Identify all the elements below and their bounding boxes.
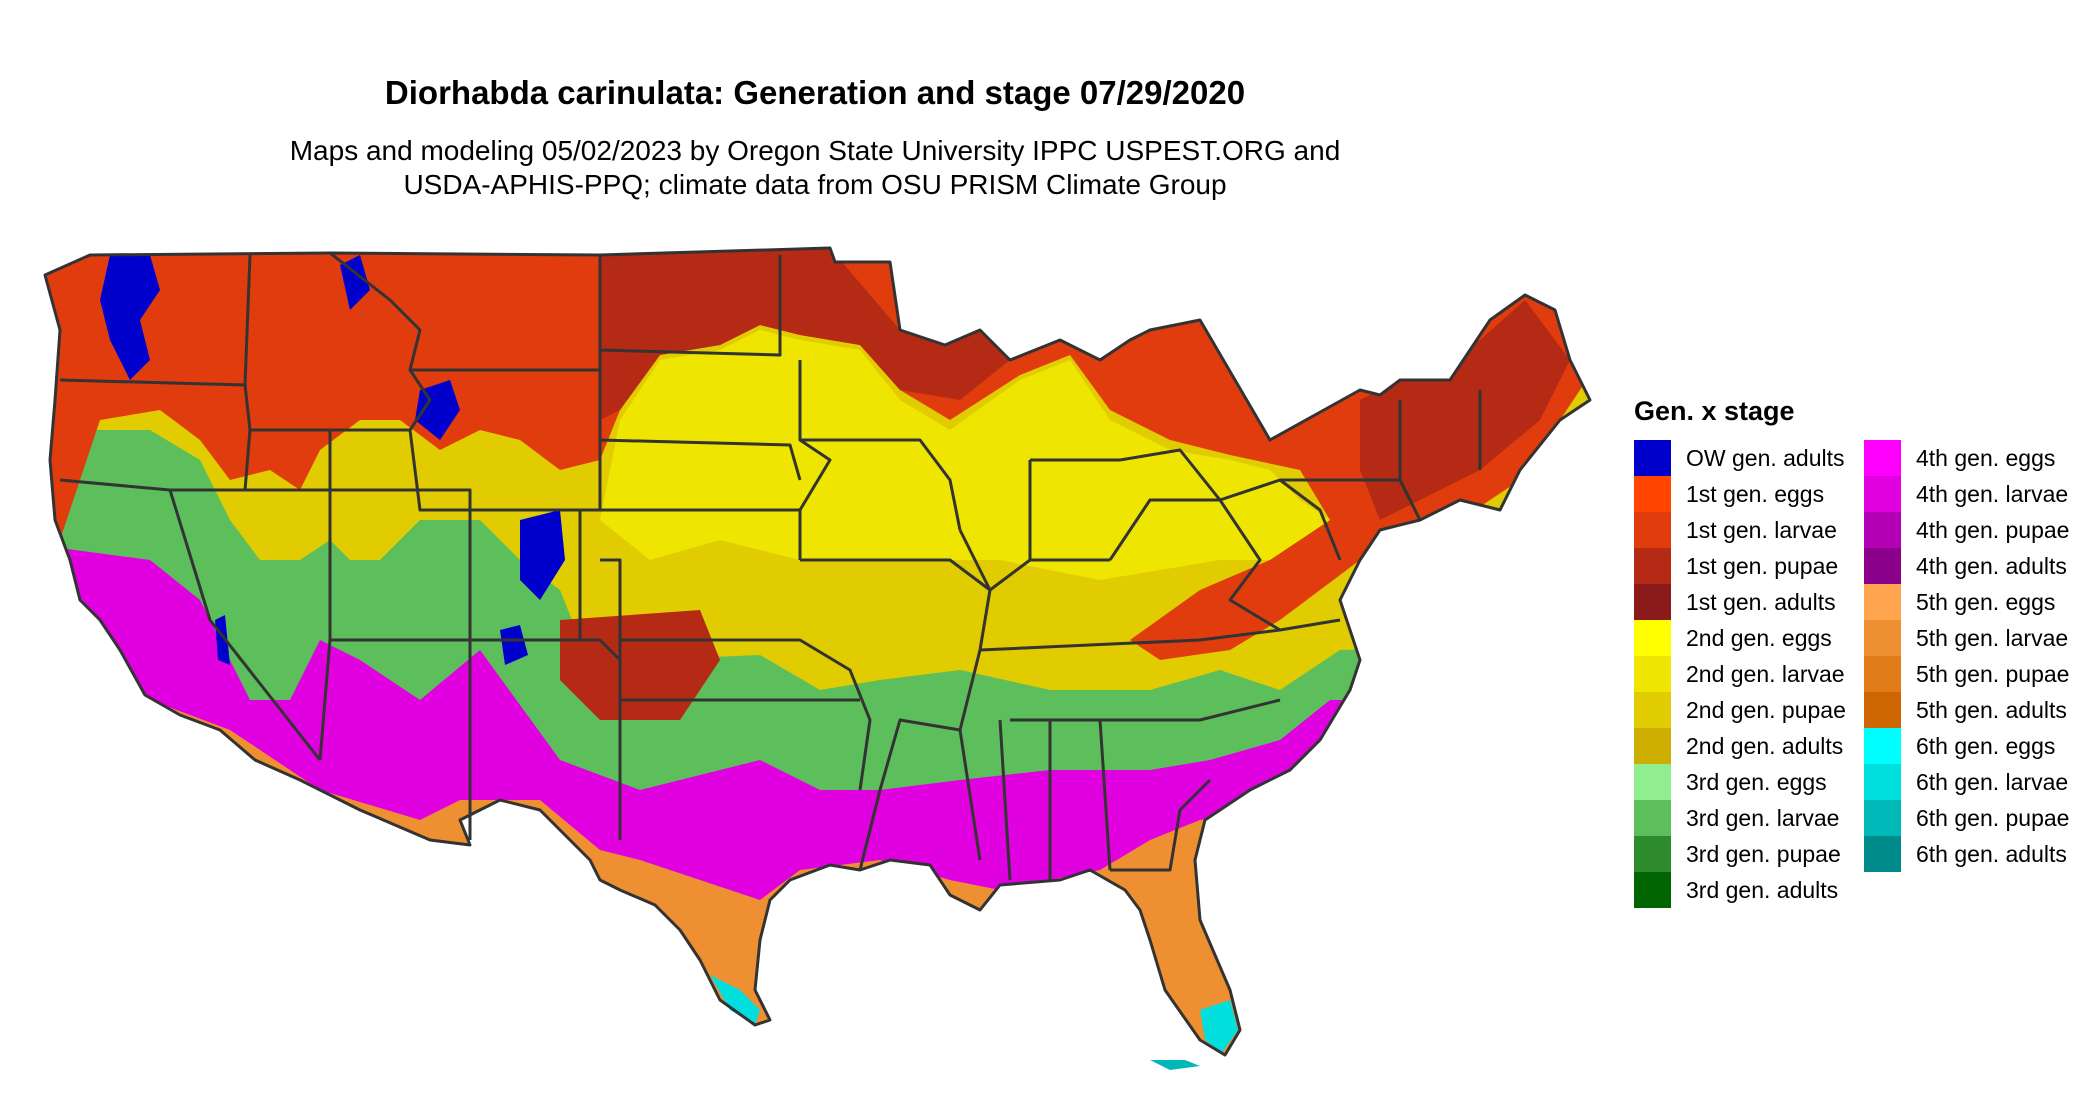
state-boundaries bbox=[43, 246, 1592, 1057]
legend-item: 6th gen. adults bbox=[1864, 836, 2067, 872]
legend-swatch bbox=[1634, 512, 1671, 548]
legend-item: 2nd gen. pupae bbox=[1634, 692, 1846, 728]
legend-item: 3rd gen. larvae bbox=[1634, 800, 1839, 836]
legend-swatch bbox=[1864, 728, 1901, 764]
legend-label: 5th gen. larvae bbox=[1916, 624, 2069, 651]
legend-item: 3rd gen. adults bbox=[1634, 872, 1838, 908]
legend-swatch bbox=[1864, 548, 1901, 584]
legend-swatch bbox=[1634, 836, 1671, 872]
legend-item: 3rd gen. eggs bbox=[1634, 764, 1827, 800]
legend-swatch bbox=[1864, 764, 1901, 800]
legend-item: 5th gen. adults bbox=[1864, 692, 2067, 728]
legend-label: 3rd gen. adults bbox=[1686, 876, 1839, 903]
legend-item: 6th gen. larvae bbox=[1864, 764, 2068, 800]
legend-swatch bbox=[1634, 872, 1671, 908]
legend-label: 3rd gen. larvae bbox=[1686, 804, 1840, 831]
legend-label: 1st gen. larvae bbox=[1686, 516, 1837, 543]
subtitle-line-2: USDA-APHIS-PPQ; climate data from OSU PR… bbox=[403, 169, 1227, 200]
legend-swatch bbox=[1634, 476, 1671, 512]
legend-swatch bbox=[1864, 836, 1901, 872]
legend-item: 5th gen. eggs bbox=[1864, 584, 2055, 620]
zone-6th-gen-texas bbox=[710, 975, 760, 1025]
legend-label: 5th gen. adults bbox=[1916, 696, 2067, 723]
zone-florida-keys bbox=[1150, 1060, 1200, 1070]
legend-item: OW gen. adults bbox=[1634, 440, 1845, 476]
legend-item: 6th gen. pupae bbox=[1864, 800, 2069, 836]
legend-label: 4th gen. pupae bbox=[1916, 516, 2070, 543]
legend-item: 5th gen. pupae bbox=[1864, 656, 2069, 692]
legend-item: 1st gen. larvae bbox=[1634, 512, 1837, 548]
legend-item: 4th gen. larvae bbox=[1864, 476, 2068, 512]
legend-item: 2nd gen. eggs bbox=[1634, 620, 1832, 656]
zone-1st-gen-pupae-north bbox=[600, 248, 1010, 420]
legend-label: 6th gen. larvae bbox=[1916, 768, 2069, 795]
legend-label: 5th gen. pupae bbox=[1916, 660, 2070, 687]
map-title: Diorhabda carinulata: Generation and sta… bbox=[384, 74, 1246, 111]
legend-item: 1st gen. pupae bbox=[1634, 548, 1838, 584]
legend-label: 3rd gen. eggs bbox=[1686, 768, 1827, 795]
legend-item: 1st gen. eggs bbox=[1634, 476, 1824, 512]
legend-swatch bbox=[1634, 728, 1671, 764]
legend-item: 4th gen. adults bbox=[1864, 548, 2067, 584]
zone-2nd-gen-larvae bbox=[600, 330, 1330, 580]
legend-swatch bbox=[1864, 620, 1901, 656]
legend-label: 1st gen. adults bbox=[1686, 588, 1836, 615]
legend-label: 5th gen. eggs bbox=[1916, 588, 2056, 615]
legend-label: 3rd gen. pupae bbox=[1686, 840, 1841, 867]
legend-swatch bbox=[1864, 692, 1901, 728]
legend-swatch bbox=[1864, 512, 1901, 548]
legend-item: 4th gen. pupae bbox=[1864, 512, 2069, 548]
zone-6th-gen-florida bbox=[1200, 1000, 1238, 1053]
legend-item: 6th gen. eggs bbox=[1864, 728, 2055, 764]
legend-item: 5th gen. larvae bbox=[1864, 620, 2068, 656]
legend-label: 4th gen. larvae bbox=[1916, 480, 2069, 507]
legend-item: 3rd gen. pupae bbox=[1634, 836, 1841, 872]
legend-label: 1st gen. eggs bbox=[1686, 480, 1825, 507]
legend-item: 2nd gen. adults bbox=[1634, 728, 1843, 764]
legend-swatch bbox=[1634, 440, 1671, 476]
legend-label: 6th gen. adults bbox=[1916, 840, 2067, 867]
legend-swatch bbox=[1864, 584, 1901, 620]
legend-swatch bbox=[1864, 656, 1901, 692]
legend-label: 2nd gen. eggs bbox=[1686, 624, 1832, 651]
legend-label: OW gen. adults bbox=[1686, 444, 1845, 471]
legend-label: 4th gen. eggs bbox=[1916, 444, 2056, 471]
legend-label: 2nd gen. adults bbox=[1686, 732, 1844, 759]
legend-label: 6th gen. pupae bbox=[1916, 804, 2070, 831]
map-subtitle: Maps and modeling 05/02/2023 by Oregon S… bbox=[0, 134, 1630, 202]
legend-swatch bbox=[1634, 584, 1671, 620]
legend-label: 6th gen. eggs bbox=[1916, 732, 2056, 759]
legend: OW gen. adults 1st gen. eggs 1st gen. larv… bbox=[1634, 440, 2094, 910]
subtitle-line-1: Maps and modeling 05/02/2023 by Oregon S… bbox=[289, 135, 1341, 166]
legend-label: 2nd gen. larvae bbox=[1686, 660, 1845, 687]
legend-item: 4th gen. eggs bbox=[1864, 440, 2055, 476]
legend-item: 2nd gen. larvae bbox=[1634, 656, 1845, 692]
legend-label: 4th gen. adults bbox=[1916, 552, 2067, 579]
zone-1st-gen-pupae-ne bbox=[1360, 300, 1570, 520]
legend-swatch bbox=[1634, 800, 1671, 836]
legend-swatch bbox=[1864, 800, 1901, 836]
zone-1st-gen-pupae-sw bbox=[560, 610, 720, 720]
legend-label: 1st gen. pupae bbox=[1686, 552, 1839, 579]
legend-item: 1st gen. adults bbox=[1634, 584, 1836, 620]
legend-swatch bbox=[1864, 476, 1901, 512]
legend-swatch bbox=[1634, 656, 1671, 692]
legend-label: 2nd gen. pupae bbox=[1686, 696, 1846, 723]
legend-swatch bbox=[1634, 692, 1671, 728]
legend-swatch bbox=[1634, 764, 1671, 800]
legend-swatch bbox=[1634, 548, 1671, 584]
legend-title: Gen. x stage bbox=[1634, 396, 1795, 426]
legend-swatch bbox=[1634, 620, 1671, 656]
legend-swatch bbox=[1864, 440, 1901, 476]
